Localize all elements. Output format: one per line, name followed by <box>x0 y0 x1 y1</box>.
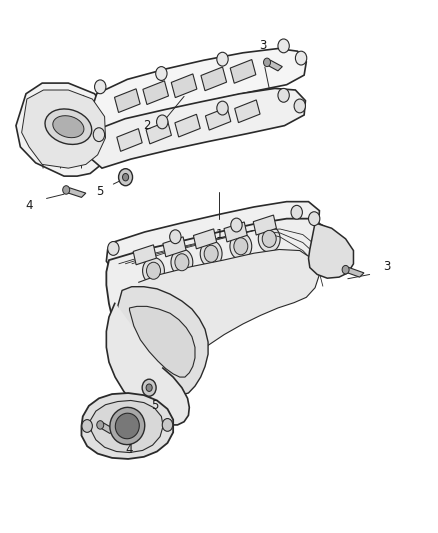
PathPatch shape <box>308 223 353 278</box>
Text: 2: 2 <box>143 119 151 132</box>
PathPatch shape <box>146 121 171 144</box>
Text: 3: 3 <box>259 39 266 52</box>
PathPatch shape <box>65 188 86 197</box>
Circle shape <box>146 384 152 391</box>
PathPatch shape <box>99 423 114 433</box>
Circle shape <box>295 51 307 65</box>
Text: 3: 3 <box>383 260 391 273</box>
Circle shape <box>93 128 105 142</box>
Ellipse shape <box>115 413 139 439</box>
PathPatch shape <box>92 49 306 131</box>
Circle shape <box>342 265 349 274</box>
PathPatch shape <box>266 60 283 71</box>
Circle shape <box>82 419 92 432</box>
PathPatch shape <box>143 81 169 104</box>
Circle shape <box>123 173 129 181</box>
Circle shape <box>156 115 168 129</box>
PathPatch shape <box>90 400 163 453</box>
Circle shape <box>171 249 193 276</box>
Circle shape <box>147 262 160 279</box>
Circle shape <box>217 101 228 115</box>
PathPatch shape <box>114 89 140 112</box>
PathPatch shape <box>90 88 305 168</box>
PathPatch shape <box>205 107 231 130</box>
Ellipse shape <box>45 109 92 144</box>
PathPatch shape <box>130 306 195 377</box>
Circle shape <box>97 421 104 429</box>
Text: 5: 5 <box>151 399 158 413</box>
PathPatch shape <box>135 249 319 395</box>
PathPatch shape <box>133 245 156 265</box>
Text: 4: 4 <box>25 199 33 212</box>
Circle shape <box>230 233 252 260</box>
Circle shape <box>143 257 164 284</box>
PathPatch shape <box>106 303 189 425</box>
PathPatch shape <box>230 60 256 83</box>
PathPatch shape <box>235 100 260 123</box>
Circle shape <box>200 240 222 267</box>
Circle shape <box>231 218 242 232</box>
Circle shape <box>258 225 280 252</box>
PathPatch shape <box>171 74 197 98</box>
PathPatch shape <box>345 268 364 277</box>
Circle shape <box>155 67 167 80</box>
Circle shape <box>234 238 248 255</box>
PathPatch shape <box>175 114 200 137</box>
PathPatch shape <box>106 201 319 273</box>
Circle shape <box>264 58 271 67</box>
Circle shape <box>278 88 289 102</box>
Circle shape <box>142 379 156 396</box>
Circle shape <box>294 99 305 113</box>
Circle shape <box>170 230 181 244</box>
PathPatch shape <box>117 128 142 151</box>
Text: 5: 5 <box>96 184 104 198</box>
PathPatch shape <box>16 83 112 176</box>
PathPatch shape <box>81 393 173 459</box>
Text: 1: 1 <box>215 228 223 241</box>
PathPatch shape <box>201 67 226 91</box>
Circle shape <box>63 185 70 194</box>
Circle shape <box>204 245 218 262</box>
PathPatch shape <box>106 219 333 395</box>
Circle shape <box>217 52 228 66</box>
PathPatch shape <box>163 237 186 257</box>
PathPatch shape <box>224 222 247 242</box>
Text: 4: 4 <box>126 443 133 456</box>
Circle shape <box>278 39 289 53</box>
Ellipse shape <box>53 116 84 138</box>
Circle shape <box>95 80 106 94</box>
Ellipse shape <box>110 407 145 445</box>
PathPatch shape <box>21 90 106 168</box>
Circle shape <box>262 230 276 247</box>
Circle shape <box>162 418 173 431</box>
Circle shape <box>291 205 302 219</box>
PathPatch shape <box>118 287 208 395</box>
Circle shape <box>108 241 119 255</box>
PathPatch shape <box>194 229 217 249</box>
Circle shape <box>175 254 189 271</box>
Circle shape <box>119 168 133 185</box>
Circle shape <box>308 212 320 225</box>
PathPatch shape <box>253 215 276 235</box>
